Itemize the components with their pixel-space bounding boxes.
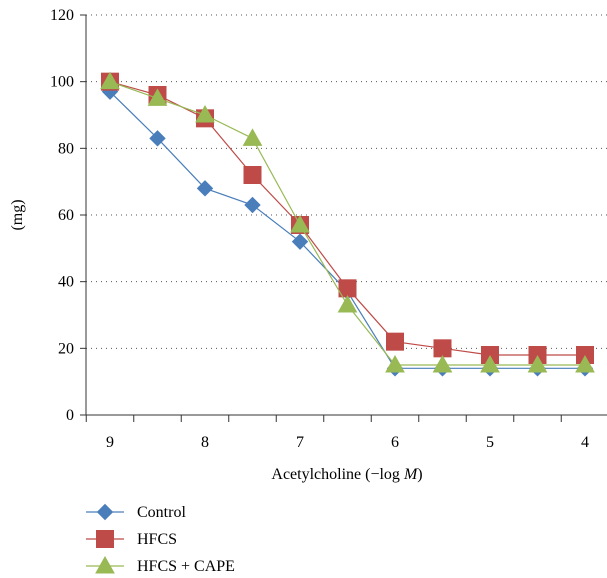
legend-marker xyxy=(95,555,115,574)
legend-item-hfcs: HFCS xyxy=(86,530,177,548)
data-point xyxy=(149,130,166,147)
y-tick-label-0: 0 xyxy=(66,407,74,424)
series-group xyxy=(100,71,595,377)
x-tick-label-6: 6 xyxy=(391,434,399,451)
y-tick-label-80: 80 xyxy=(58,140,74,157)
labels: 0 20 40 60 80 100 120 9 8 7 6 5 4 Acetylcholine (−log… xyxy=(9,7,589,483)
legend-marker xyxy=(96,503,114,521)
data-point xyxy=(147,88,168,106)
data-point xyxy=(290,214,310,233)
x-tick-label-9: 9 xyxy=(106,434,114,451)
data-point xyxy=(242,128,263,146)
x-tick-label-8: 8 xyxy=(201,434,209,451)
legend-label: HFCS + CAPE xyxy=(137,558,235,575)
data-point xyxy=(244,196,261,214)
series-line xyxy=(109,91,585,369)
x-tick-label-7: 7 xyxy=(296,434,304,451)
y-tick-label-40: 40 xyxy=(58,274,74,291)
legend-label: HFCS xyxy=(137,531,177,548)
data-point xyxy=(432,354,453,373)
data-point xyxy=(100,71,120,90)
legend-item-hfcs-cape: HFCS + CAPE xyxy=(86,555,235,575)
legend-label: Control xyxy=(137,504,186,521)
legend-marker xyxy=(96,530,114,548)
data-point xyxy=(527,354,548,373)
data-point xyxy=(386,332,404,351)
y-tick-label-120: 120 xyxy=(50,7,74,24)
y-axis-title: (mg) xyxy=(9,199,26,230)
legend: Control HFCS HFCS + CAPE xyxy=(86,503,235,575)
series-line xyxy=(109,81,585,356)
data-point xyxy=(195,104,215,123)
data-point xyxy=(196,180,214,197)
data-point xyxy=(480,354,500,373)
data-point xyxy=(291,233,309,250)
data-point xyxy=(337,294,358,313)
series-hfcs-cape xyxy=(100,71,595,373)
data-point xyxy=(433,339,452,358)
x-axis-title: Acetylcholine (−log M) xyxy=(271,466,422,483)
data-point xyxy=(385,354,405,373)
data-point xyxy=(243,166,262,184)
series-hfcs xyxy=(101,72,594,364)
x-tick-label-5: 5 xyxy=(486,434,494,451)
axes xyxy=(80,14,607,422)
data-point xyxy=(575,354,595,373)
x-tick-label-4: 4 xyxy=(581,434,589,451)
y-tick-label-60: 60 xyxy=(58,207,74,224)
y-tick-label-20: 20 xyxy=(58,340,74,357)
legend-item-control: Control xyxy=(86,503,186,521)
series-control xyxy=(101,83,594,377)
series-line xyxy=(109,81,585,366)
y-tick-label-100: 100 xyxy=(50,74,74,91)
